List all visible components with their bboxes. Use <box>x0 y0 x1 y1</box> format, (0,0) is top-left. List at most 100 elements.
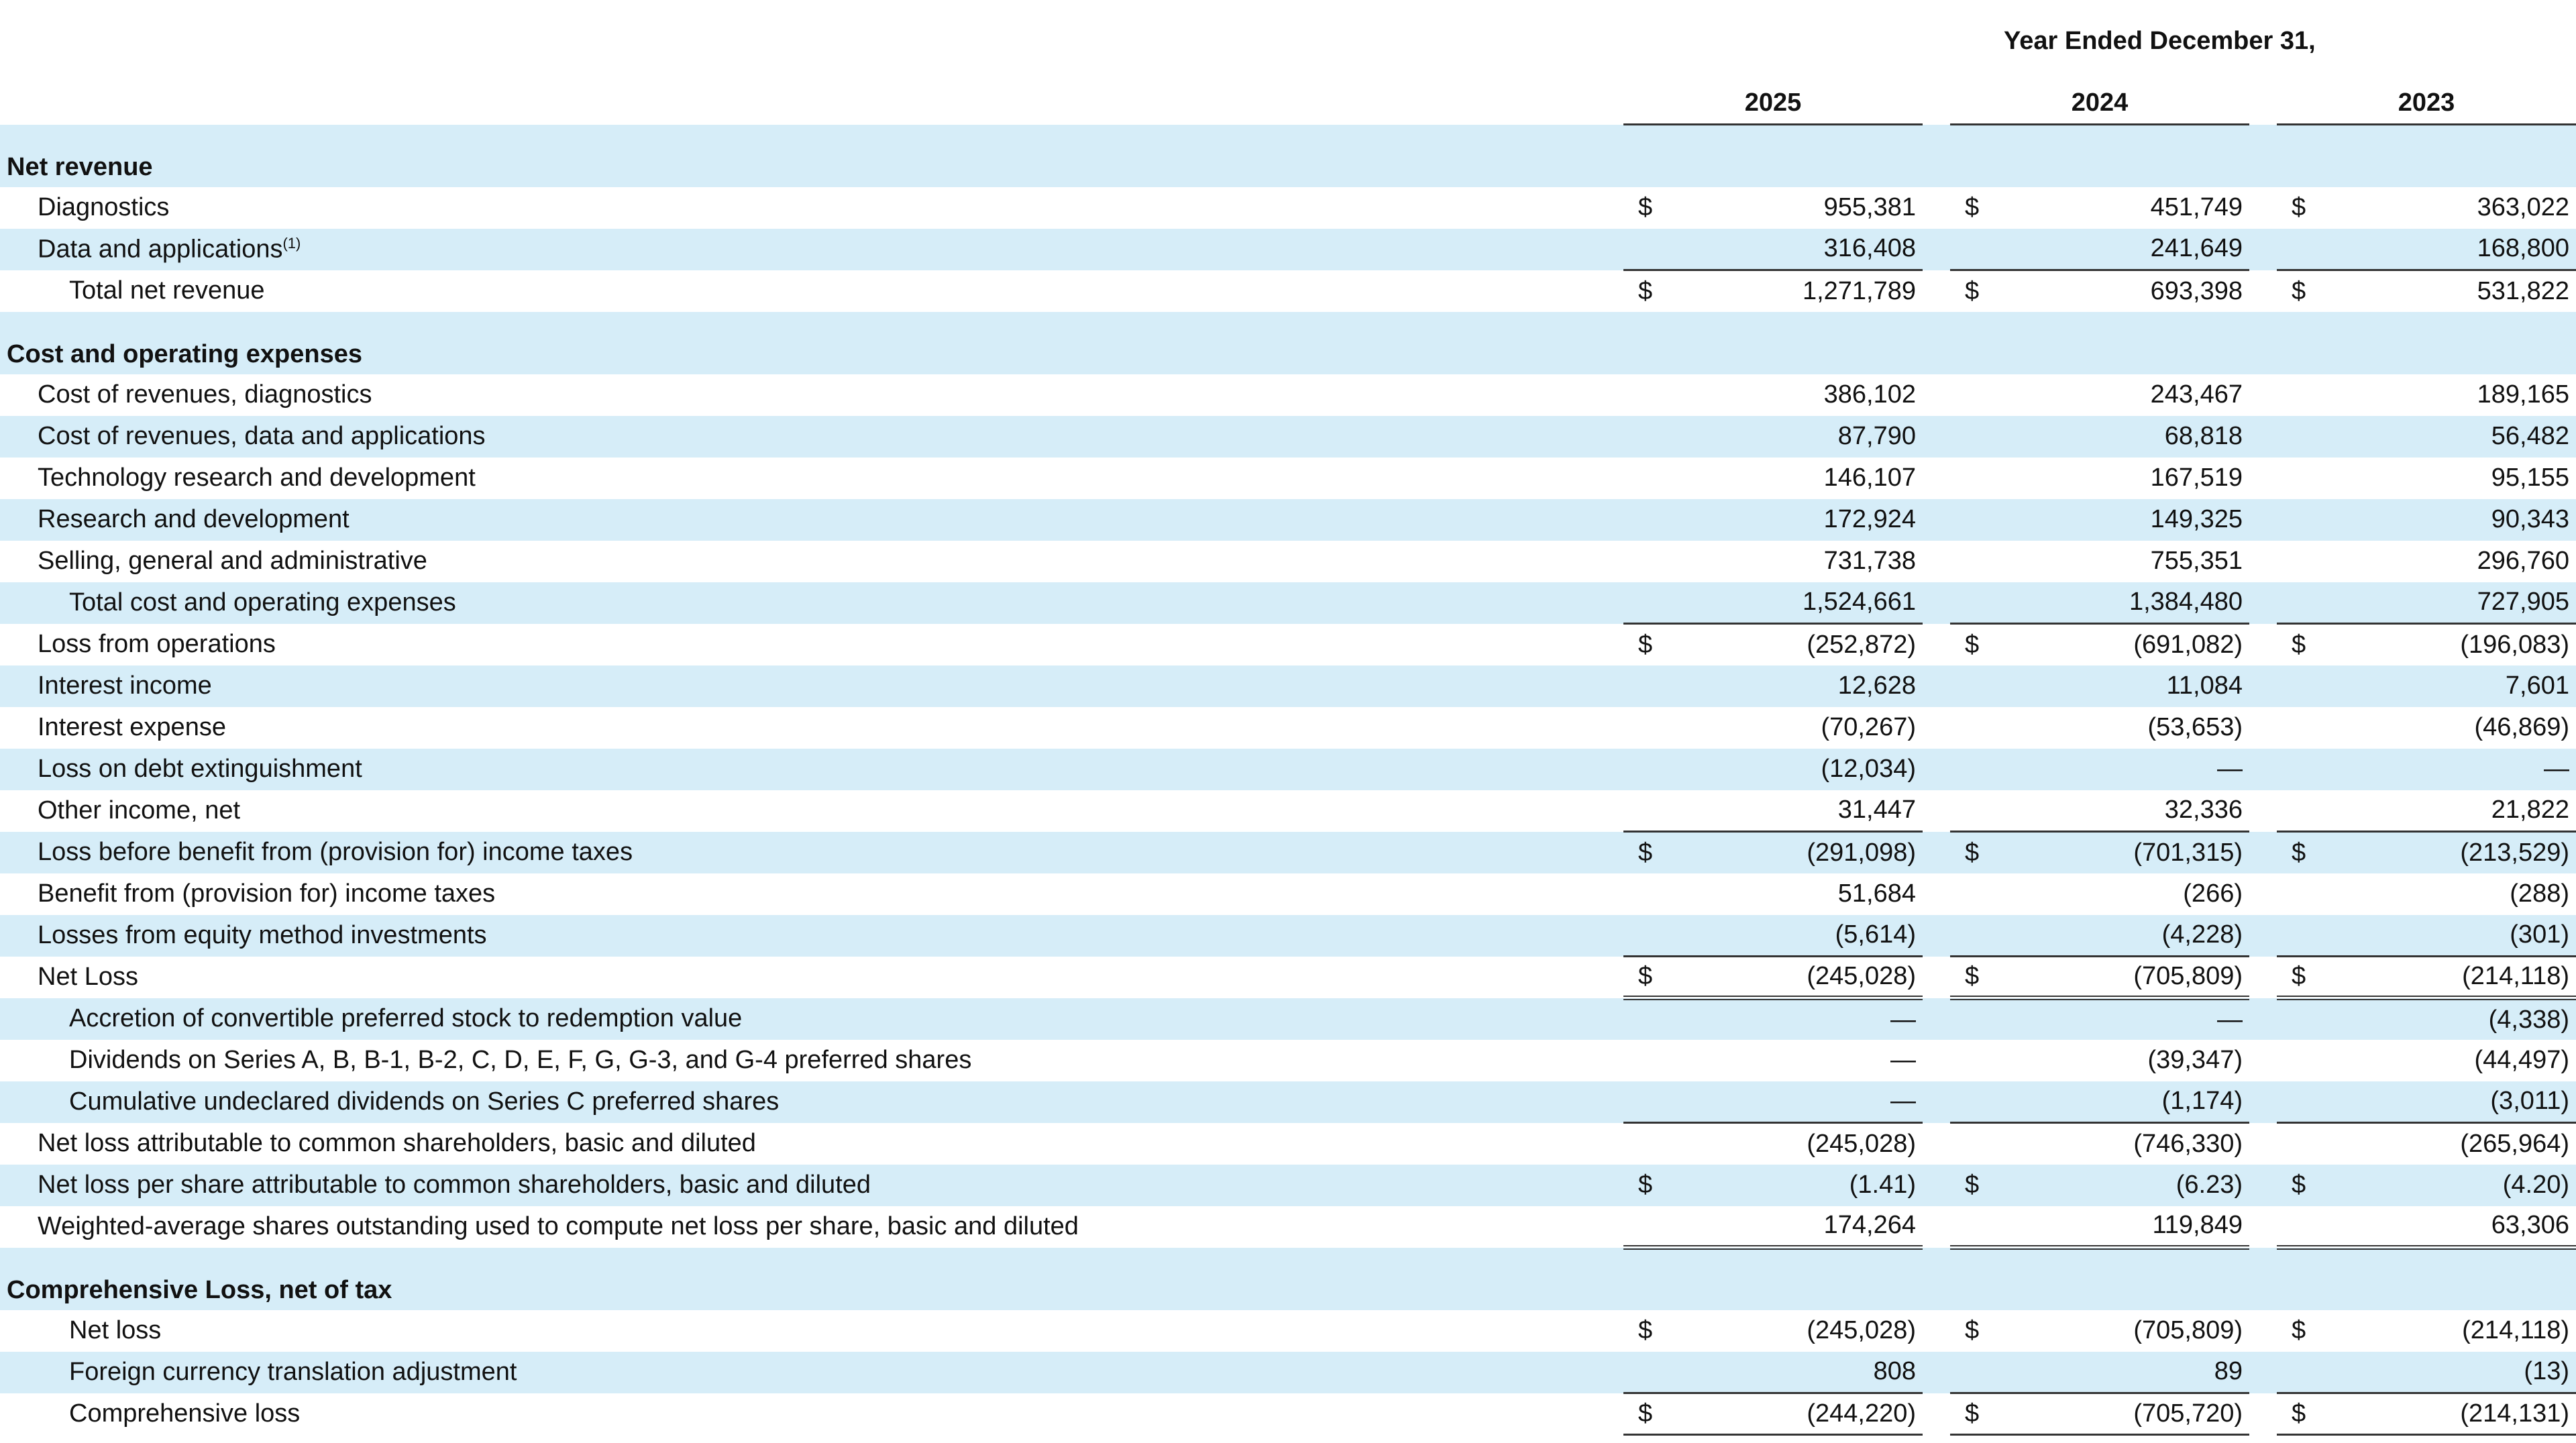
gap <box>1923 624 1950 665</box>
currency-cell: $ <box>2277 831 2330 873</box>
value: (1,174) <box>2004 1081 2249 1124</box>
label-text: Comprehensive loss <box>69 1399 301 1428</box>
value: (301) <box>2330 914 2576 957</box>
currency: $ <box>1638 838 1653 867</box>
currency-cell: $ <box>1950 1393 2004 1436</box>
value: 755,351 <box>2150 547 2243 575</box>
currency-cell <box>1950 374 2004 416</box>
gap <box>2249 1081 2277 1123</box>
currency: $ <box>2292 193 2306 221</box>
label-text: Research and development <box>38 505 350 533</box>
header-row: Year Ended December 31, <box>0 0 2576 82</box>
currency: $ <box>1965 630 1980 659</box>
currency-cell: $ <box>1950 956 2004 1000</box>
value: 189,165 <box>2477 380 2569 409</box>
row-label: Accretion of convertible preferred stock… <box>0 998 1623 1040</box>
row-label: Total net revenue <box>0 270 1623 312</box>
row-label: Loss before benefit from (provision for)… <box>0 831 1623 873</box>
currency-cell <box>2277 498 2330 541</box>
gap <box>2249 914 2277 957</box>
currency-cell <box>2277 374 2330 416</box>
gap <box>1923 748 1950 790</box>
year-heading: 2024 <box>1950 82 2249 125</box>
gap <box>2249 665 2277 707</box>
gap <box>2249 582 2277 624</box>
currency-cell <box>1623 582 1677 625</box>
value: (213,529) <box>2330 831 2576 873</box>
row: Research and development 172,924 149,325 90… <box>0 498 2576 541</box>
currency-cell <box>2277 1040 2330 1081</box>
value: 149,325 <box>2004 498 2249 541</box>
currency-cell <box>2277 748 2330 790</box>
value: 1,271,789 <box>1802 276 1916 305</box>
gap <box>2249 374 2277 416</box>
value: 87,790 <box>1677 415 1923 458</box>
row-label: Cost of revenues, diagnostics <box>0 374 1623 416</box>
label-text: Selling, general and administrative <box>38 547 427 575</box>
label-text: Foreign currency translation adjustment <box>69 1358 517 1386</box>
gap <box>2249 270 2277 312</box>
value: 56,482 <box>2330 415 2576 458</box>
currency-cell <box>2277 458 2330 499</box>
value: (44,497) <box>2474 1046 2569 1074</box>
value: 31,447 <box>1677 790 1923 833</box>
gap <box>2249 415 2277 458</box>
row: Net loss per share attributable to commo… <box>0 1164 2576 1206</box>
row-label: Diagnostics <box>0 187 1623 229</box>
currency-cell <box>1950 707 2004 749</box>
label-text: Cost of revenues, diagnostics <box>38 380 372 409</box>
label-text: Weighted-average shares outstanding used… <box>38 1212 1079 1240</box>
value: 316,408 <box>1677 228 1923 271</box>
row: Accretion of convertible preferred stock… <box>0 998 2576 1040</box>
currency: $ <box>2292 276 2306 305</box>
value: 7,601 <box>2330 665 2576 707</box>
value: — <box>2330 748 2576 790</box>
currency-cell <box>1623 707 1677 749</box>
value: (4,228) <box>2004 914 2249 957</box>
value: — <box>2004 998 2249 1040</box>
value: 241,649 <box>2004 228 2249 271</box>
gap <box>1923 1164 1950 1206</box>
row: Diagnostics $955,381 $451,749 $363,022 <box>0 187 2576 229</box>
label-text: Net Loss <box>38 963 138 991</box>
currency-cell: $ <box>1623 956 1677 1000</box>
gap <box>2249 1123 2277 1165</box>
value: (291,098) <box>1677 831 1923 873</box>
year-heading: 2023 <box>2277 82 2576 125</box>
value: 168,800 <box>2330 228 2576 271</box>
currency-cell <box>1950 415 2004 458</box>
value: (245,028) <box>1677 956 1923 1000</box>
header-row: 2025 2024 2023 <box>0 82 2576 125</box>
label-text: Cost of revenues, data and applications <box>38 422 486 450</box>
currency-cell <box>2277 1206 2330 1250</box>
gap <box>1923 957 1950 998</box>
currency-cell <box>1623 998 1677 1040</box>
currency: $ <box>1965 193 1980 221</box>
row: Loss before benefit from (provision for)… <box>0 831 2576 873</box>
currency-cell <box>1950 1123 2004 1165</box>
section-row: Comprehensive Loss, net of tax <box>0 1247 2576 1310</box>
row: Total net revenue $1,271,789 $693,398 $531,… <box>0 270 2576 312</box>
value: (39,347) <box>2147 1046 2243 1074</box>
currency-cell <box>2277 582 2330 625</box>
gap <box>1923 707 1950 749</box>
currency-cell <box>2277 665 2330 707</box>
value: 531,822 <box>2477 276 2569 305</box>
label-text: Loss from operations <box>38 630 276 658</box>
gap <box>2249 1393 2277 1435</box>
label-text: Benefit from (provision for) income taxe… <box>38 879 496 908</box>
currency-cell <box>2277 707 2330 749</box>
currency-cell <box>1623 1081 1677 1124</box>
currency: $ <box>1965 962 1980 990</box>
currency: $ <box>1965 838 1980 867</box>
currency: $ <box>1638 193 1653 221</box>
label-text: Interest income <box>38 672 212 700</box>
value: (1.41) <box>1677 1164 1923 1206</box>
currency: $ <box>1638 1399 1653 1428</box>
currency: $ <box>1638 276 1653 305</box>
currency-cell <box>1950 228 2004 271</box>
label-text: Cumulative undeclared dividends on Serie… <box>69 1087 780 1116</box>
gap <box>1923 228 1950 270</box>
